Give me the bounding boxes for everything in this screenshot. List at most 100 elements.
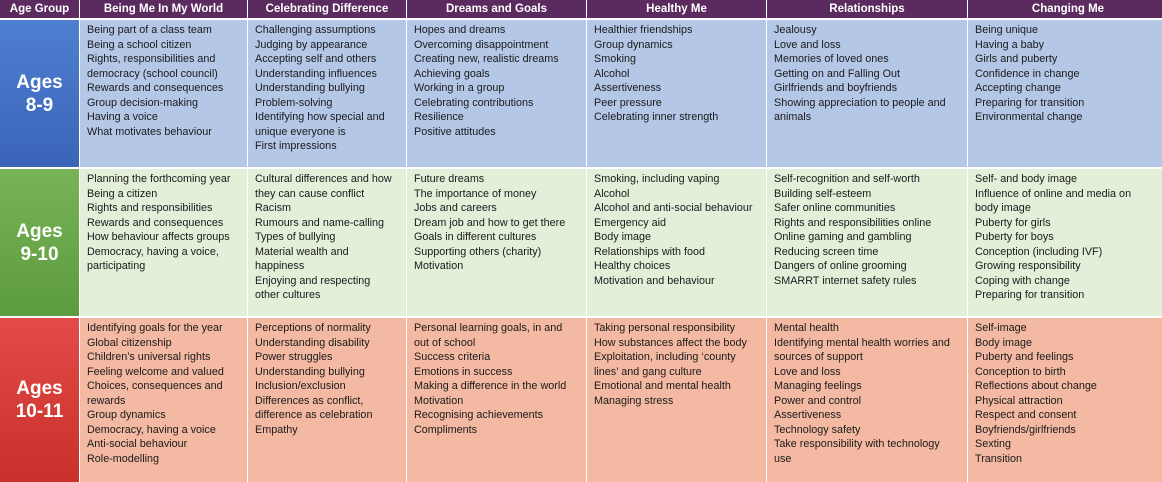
topic-line: Democracy, having a voice,: [87, 245, 219, 258]
topic-line: Relationships with food: [594, 245, 706, 258]
topic-line: Goals in different cultures: [414, 231, 537, 243]
topic-line: Rewards and consequences: [87, 216, 224, 229]
topic-line: other cultures: [255, 289, 321, 301]
cell-topic-list: Identifying goals for the year Global cit…: [80, 318, 247, 482]
topic-line: Enjoying and respecting: [255, 274, 371, 287]
topic-line: happiness: [255, 260, 305, 272]
topic-line: Environmental change: [975, 111, 1083, 123]
topic-line: Empathy: [255, 423, 298, 436]
topic-line: Perceptions of normality: [255, 322, 371, 334]
topic-line: Love and loss: [774, 38, 841, 51]
topic-line: The importance of money: [414, 187, 537, 200]
topic-line: they can cause conflict: [255, 187, 365, 200]
cell-topic-list: Healthier friendships Group dynamics Smoki…: [587, 20, 766, 167]
topic-line: Working in a group: [414, 82, 505, 94]
topic-line: Understanding disability: [255, 336, 370, 349]
topic-line: Managing feelings: [774, 380, 862, 392]
topic-line: Resilience: [414, 111, 464, 123]
topic-line: Power and control: [774, 394, 862, 407]
topic-line: Exploitation, including ‘county: [594, 351, 736, 363]
topic-line: Motivation: [414, 394, 464, 407]
topic-line: Identifying mental health worries and: [774, 336, 950, 349]
age-label-line1: Ages: [16, 71, 63, 93]
topic-line: Love and loss: [774, 365, 841, 378]
topic-line: Supporting others (charity): [414, 245, 542, 258]
topic-line: Puberty for girls: [975, 216, 1051, 229]
topic-line: Feeling welcome and valued: [87, 365, 224, 378]
topic-line: Making a difference in the world: [414, 380, 567, 392]
topic-line: Success criteria: [414, 351, 491, 363]
topic-line: First impressions: [255, 140, 337, 152]
topic-line: Hopes and dreams: [414, 24, 506, 36]
topic-line: Healthier friendships: [594, 24, 693, 36]
topic-line: Understanding bullying: [255, 82, 365, 94]
topic-line: Rights, responsibilities and: [87, 53, 216, 65]
topic-line: Rumours and name-calling: [255, 216, 385, 229]
topic-line: Confidence in change: [975, 67, 1080, 80]
topic-line: Having a voice: [87, 111, 158, 123]
topic-line: Role-modelling: [87, 452, 160, 465]
header-being-me: Being Me In My World: [80, 0, 247, 18]
topic-line: Technology safety: [774, 423, 861, 436]
header-changing-me: Changing Me: [968, 0, 1162, 18]
topic-line: Motivation: [414, 260, 464, 272]
cell-topic-list: Cultural differences and how they can cau…: [248, 169, 406, 316]
cell-topic-list: Self-image Body image Puberty and feelings…: [968, 318, 1162, 482]
topic-line: Identifying how special and: [255, 111, 385, 123]
topic-line: Puberty and feelings: [975, 351, 1074, 363]
topic-line: Motivation and behaviour: [594, 274, 715, 287]
topic-line: Personal learning goals, in and: [414, 322, 563, 334]
topic-line: Dangers of online grooming: [774, 260, 907, 272]
topic-line: Material wealth and: [255, 245, 349, 258]
topic-line: Body image: [975, 336, 1033, 349]
topic-line: Identifying goals for the year: [87, 322, 223, 334]
topic-line: Take responsibility with technology: [774, 438, 940, 450]
topic-line: Compliments: [414, 423, 477, 436]
cell-topic-list: Challenging assumptions Judging by appear…: [248, 20, 406, 167]
topic-line: Having a baby: [975, 38, 1045, 51]
age-label-10-11: Ages 10-11: [0, 318, 79, 482]
topic-line: Taking personal responsibility: [594, 322, 736, 334]
topic-line: Building self-esteem: [774, 187, 872, 200]
topic-line: Inclusion/exclusion: [255, 380, 346, 392]
topic-line: animals: [774, 111, 812, 123]
topic-line: Reducing screen time: [774, 245, 879, 258]
topic-line: Differences as conflict,: [255, 394, 364, 407]
topic-line: Mental health: [774, 322, 839, 334]
topic-line: body image: [975, 202, 1031, 214]
topic-line: Smoking, including vaping: [594, 173, 720, 185]
topic-line: How behaviour affects groups: [87, 231, 230, 243]
topic-line: Being a school citizen: [87, 38, 192, 51]
topic-line: Online gaming and gambling: [774, 231, 912, 243]
topic-line: Self-recognition and self-worth: [774, 173, 920, 185]
topic-line: Memories of loved ones: [774, 53, 889, 65]
topic-line: Conception (including IVF): [975, 245, 1103, 258]
topic-line: Safer online communities: [774, 202, 896, 214]
cell-topic-list: Planning the forthcoming year Being a cit…: [80, 169, 247, 316]
topic-line: Celebrating inner strength: [594, 111, 719, 123]
topic-line: Assertiveness: [594, 82, 662, 94]
topic-line: Recognising achievements: [414, 409, 544, 421]
topic-line: Accepting self and others: [255, 53, 377, 65]
topic-line: out of school: [414, 336, 476, 349]
topic-line: rewards: [87, 394, 126, 407]
topic-line: Showing appreciation to people and: [774, 96, 946, 109]
topic-line: What motivates behaviour: [87, 125, 212, 138]
cell-topic-list: Perceptions of normality Understanding di…: [248, 318, 406, 482]
topic-line: Puberty for boys: [975, 231, 1054, 243]
cell-topic-list: Mental health Identifying mental health w…: [767, 318, 967, 482]
age-label-line1: Ages: [16, 220, 63, 242]
cell-topic-list: Smoking, including vaping Alcohol Alcohol …: [587, 169, 766, 316]
topic-line: Alcohol and anti-social behaviour: [594, 202, 753, 214]
topic-line: Jealousy: [774, 24, 817, 36]
topic-line: Emotions in success: [414, 365, 513, 378]
topic-line: Choices, consequences and: [87, 380, 223, 392]
topic-line: Girls and puberty: [975, 53, 1058, 65]
topic-line: How substances affect the body: [594, 336, 747, 349]
topic-line: Democracy, having a voice: [87, 423, 216, 436]
topic-line: Healthy choices: [594, 260, 671, 272]
header-celebrating-difference: Celebrating Difference: [248, 0, 406, 18]
topic-line: Coping with change: [975, 274, 1070, 287]
topic-line: Creating new, realistic dreams: [414, 53, 559, 65]
